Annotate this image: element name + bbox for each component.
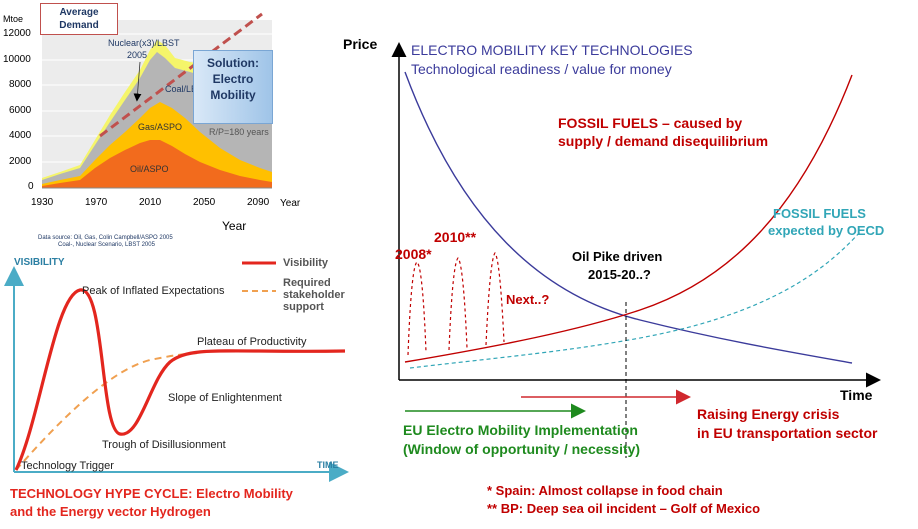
energy-y-tick-2000: 2000 — [9, 156, 32, 167]
energy-y-unit: Mtoe — [3, 14, 24, 24]
energy-x-tick-2090: 2090 — [247, 197, 270, 208]
hype-cycle-chart — [3, 261, 349, 482]
nuclear-pointer — [133, 61, 142, 102]
time-axis-label: Time — [840, 387, 873, 403]
visibility-curve — [14, 288, 346, 471]
spike-2008-label: 2008* — [395, 246, 432, 262]
emk-subtitle: Technological readiness / value for mone… — [411, 61, 672, 77]
fossil-subtitle: supply / demand disequilibrium — [558, 133, 769, 149]
spike-2008 — [407, 261, 427, 356]
average-demand-text: Average Demand — [59, 7, 99, 31]
oecd-title: FOSSIL FUELS — [773, 206, 866, 221]
phase-trigger: Technology Trigger — [21, 460, 114, 472]
average-demand-line — [99, 12, 263, 138]
phase-slope: Slope of Enlightenment — [168, 392, 282, 404]
average-demand-box: Average Demand — [40, 3, 118, 35]
energy-crisis-line-1: Raising Energy crisis — [697, 406, 840, 422]
data-source-line-2: Coal-, Nuclear Scenario, LBST 2005 — [58, 242, 155, 248]
oil-pike-line-1: Oil Pike driven — [572, 249, 663, 264]
hype-x-axis-label: TIME — [317, 460, 339, 470]
solution-box: Solution: Electro Mobility — [193, 50, 273, 124]
energy-y-tick-4000: 4000 — [9, 130, 32, 141]
energy-crisis-line-2: in EU transportation sector — [697, 425, 878, 441]
energy-y-tick-8000: 8000 — [9, 79, 32, 90]
oil-pike-line-2: 2015-20..? — [588, 267, 651, 282]
data-source-line-1: Data source: Oil, Gas, Colin Campbell/AS… — [38, 235, 173, 241]
hype-caption-line-2: and the Energy vector Hydrogen — [10, 504, 211, 519]
energy-y-tick-12000: 12000 — [3, 28, 31, 39]
energy-x-tick-2010: 2010 — [139, 197, 162, 208]
oil-label: Oil/ASPO — [130, 164, 169, 174]
energy-y-tick-6000: 6000 — [9, 105, 32, 116]
energy-x-tick-1970: 1970 — [85, 197, 108, 208]
energy-x-label: Year — [222, 219, 247, 233]
spike-next — [485, 252, 505, 346]
legend-required-label: Required stakeholder support — [283, 277, 345, 313]
hype-y-axis-label: VISIBILITY — [14, 257, 65, 268]
energy-chart — [42, 12, 273, 189]
energy-x-unit: Year — [280, 198, 301, 209]
next-label: Next..? — [506, 292, 550, 307]
nuclear-label: Nuclear(x3)/LBST — [108, 38, 180, 48]
fossil-title: FOSSIL FUELS – caused by — [558, 115, 743, 131]
oecd-fossil-curve — [409, 231, 861, 369]
rp-label: R/P=180 years — [209, 127, 269, 137]
energy-x-tick-1930: 1930 — [31, 197, 54, 208]
phase-trough: Trough of Disillusionment — [102, 439, 226, 451]
nuclear-year-label: 2005 — [127, 50, 148, 60]
eu-implementation-line-2: (Window of opportunity / necessity) — [403, 441, 641, 457]
emk-title: ELECTRO MOBILITY KEY TECHNOLOGIES — [411, 42, 693, 58]
phase-plateau: Plateau of Productivity — [197, 336, 307, 348]
fossil-fuel-price-curve — [404, 74, 853, 363]
footnote-1: * Spain: Almost collapse in food chain — [487, 483, 723, 498]
energy-y-tick-10000: 10000 — [3, 54, 31, 65]
energy-x-tick-2050: 2050 — [193, 197, 216, 208]
oecd-subtitle: expected by OECD — [768, 223, 885, 238]
coal-label: Coal/LBST — [165, 84, 209, 94]
gas-label: Gas/ASPO — [138, 122, 183, 132]
required-support-curve — [15, 352, 201, 471]
oil-area — [42, 140, 272, 188]
price-axis-label: Price — [343, 36, 378, 52]
spike-2010-label: 2010** — [434, 229, 477, 245]
hype-caption-line-1: TECHNOLOGY HYPE CYCLE: Electro Mobility — [10, 486, 293, 501]
spike-2010 — [448, 257, 468, 351]
price-diagram — [391, 42, 881, 458]
solution-text: Solution: Electro Mobility — [207, 56, 259, 102]
energy-y-tick-0: 0 — [28, 181, 34, 192]
eu-implementation-line-1: EU Electro Mobility Implementation — [403, 422, 638, 438]
phase-peak: Peak of Inflated Expectations — [82, 285, 225, 297]
electro-mobility-cost-curve — [404, 71, 853, 364]
legend-visibility-label: Visibility — [283, 257, 329, 269]
footnote-2: ** BP: Deep sea oil incident – Golf of M… — [487, 501, 761, 516]
